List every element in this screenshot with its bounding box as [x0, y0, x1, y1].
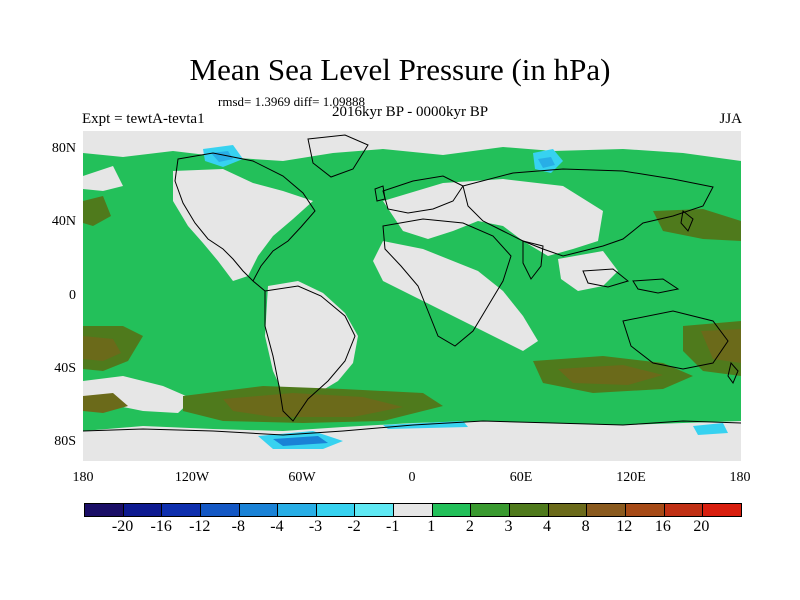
colorbar-label: -8: [231, 518, 245, 535]
map-title: Mean Sea Level Pressure (in hPa): [189, 52, 611, 87]
colorbar-label: -3: [308, 518, 323, 535]
colorbar-cell: [394, 504, 433, 516]
lon-label-0: 0: [408, 470, 416, 485]
colorbar-label: -1: [386, 518, 400, 535]
colorbar-cell: [316, 504, 356, 516]
colorbar-cell: [471, 504, 511, 516]
colorbar-cell: [703, 504, 741, 516]
colorbar-label: -4: [270, 518, 284, 535]
colorbar-label: 16: [654, 518, 671, 535]
coastlines: [83, 134, 741, 436]
colorbar-label: 8: [581, 518, 590, 535]
colorbar-label: -20: [111, 518, 134, 535]
colorbar-cell: [625, 504, 665, 516]
period-text: 2016kyr BP - 0000kyr BP: [331, 104, 489, 120]
colorbar-label: 4: [543, 518, 552, 535]
colorbar-cell: [162, 504, 201, 516]
positive-anomalies: [83, 196, 741, 423]
colorbar-label: 12: [616, 518, 633, 535]
colorbar-label: -16: [150, 518, 172, 535]
colorbar-cell: [239, 504, 279, 516]
colorbar: [84, 503, 742, 517]
experiment-label: Expt = tewtA-tevta1: [82, 111, 205, 127]
pressure-map: [83, 131, 741, 461]
lon-label-180w: 180: [72, 470, 94, 485]
colorbar-label: -2: [347, 518, 361, 535]
colorbar-cell: [664, 504, 704, 516]
colorbar-label: 1: [427, 518, 436, 535]
lat-label-40s: 40S: [54, 361, 76, 376]
lat-label-80s: 80S: [54, 434, 76, 449]
lon-label-120e: 120E: [616, 470, 646, 485]
lon-label-60e: 60E: [509, 470, 533, 485]
lon-label-60w: 60W: [288, 470, 316, 485]
lat-label-40n: 40N: [51, 214, 76, 229]
colorbar-label: -12: [189, 518, 211, 535]
lon-label-120w: 120W: [174, 470, 210, 485]
colorbar-cell: [587, 504, 626, 516]
colorbar-cell: [510, 504, 549, 516]
lat-label-0: 0: [69, 288, 76, 303]
colorbar-label: 20: [693, 518, 710, 535]
colorbar-cell: [200, 504, 240, 516]
lat-label-80n: 80N: [51, 141, 76, 156]
colorbar-cell: [85, 504, 124, 516]
stats-text: rmsd= 1.3969 diff= 1.09888: [218, 94, 365, 109]
colorbar-cell: [548, 504, 588, 516]
colorbar-cell: [123, 504, 163, 516]
colorbar-cell: [355, 504, 395, 516]
lon-label-180e: 180: [729, 470, 751, 485]
colorbar-cell: [278, 504, 317, 516]
season-label: JJA: [719, 111, 742, 127]
colorbar-label: 3: [504, 518, 513, 535]
colorbar-label: 2: [465, 518, 474, 535]
colorbar-cell: [432, 504, 472, 516]
neutral-regions: [83, 131, 741, 461]
